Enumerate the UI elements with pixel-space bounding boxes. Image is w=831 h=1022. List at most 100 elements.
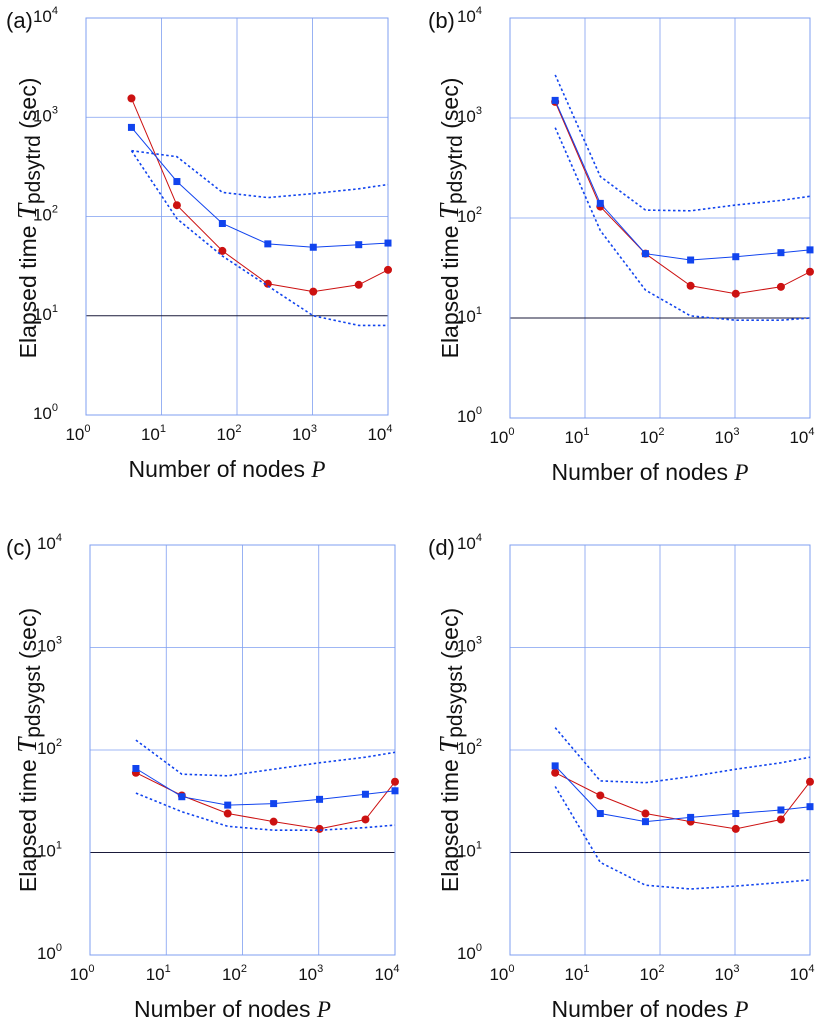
panel-a: 100 101 102 103 104 100 101 102 103 104 Number of … (6, 5, 393, 482)
series-line (131, 98, 389, 293)
data-point-circle (361, 815, 370, 824)
x-tick-label: 101 (141, 423, 166, 444)
data-point-circle (551, 768, 560, 777)
y-tick-label: 101 (457, 305, 482, 326)
data-point-circle (806, 267, 814, 276)
data-point-circle (384, 265, 392, 274)
x-tick-label: 103 (714, 963, 739, 984)
x-tick-label: 102 (222, 963, 247, 984)
data-point-square (551, 762, 559, 770)
y-tick-label: 104 (33, 5, 58, 26)
data-point-square (270, 800, 278, 808)
data-point-square (132, 764, 140, 772)
series-line-dotted (554, 74, 811, 212)
series-line-dotted (554, 727, 811, 784)
series-line-dotted (131, 149, 389, 199)
x-tick-label: 104 (367, 423, 392, 444)
y-tick-label: 100 (37, 942, 62, 963)
data-point-circle (354, 280, 363, 289)
series-line (554, 101, 811, 295)
data-point-square (732, 253, 740, 261)
data-point-circle (731, 289, 740, 298)
data-point-circle (218, 246, 227, 255)
x-tick-label: 100 (489, 426, 514, 447)
panel-c: 100 101 102 103 104 100 101 102 103 104 Number of … (6, 532, 400, 1022)
data-point-square (641, 818, 649, 826)
data-point-square (355, 241, 363, 249)
data-point-circle (776, 815, 785, 824)
series-line-dotted (130, 150, 388, 327)
x-tick-label: 100 (489, 963, 514, 984)
x-tick-label: 101 (146, 963, 171, 984)
data-point-circle (315, 824, 324, 833)
data-point-square (309, 243, 317, 251)
data-point-circle (391, 777, 399, 786)
x-tick-label: 104 (789, 963, 814, 984)
plot-frame (89, 544, 396, 956)
plot-frame (85, 17, 389, 416)
data-point-square (218, 220, 226, 228)
data-point-square (596, 810, 604, 818)
series-line (554, 100, 811, 261)
series-line-dotted (554, 127, 811, 322)
x-tick-label: 103 (714, 426, 739, 447)
panel-d: 100 101 102 103 104 100 101 102 103 104 Number of … (428, 532, 815, 1022)
x-tick-label: 101 (564, 426, 589, 447)
data-point-circle (776, 282, 785, 291)
panel-label: (b) (428, 8, 455, 33)
y-tick-label: 102 (457, 737, 482, 758)
y-axis-label: Elapsed time Tpdsytrd (sec) (434, 78, 466, 359)
x-tick-label: 103 (298, 963, 323, 984)
data-point-circle (641, 809, 650, 818)
data-point-square (224, 801, 232, 809)
data-point-circle (731, 824, 740, 833)
data-point-square (806, 803, 814, 811)
data-point-circle (686, 281, 695, 290)
y-tick-label: 104 (457, 532, 482, 553)
y-axis-label: Elapsed time Tpdsytrd (sec) (12, 78, 44, 359)
y-tick-label: 100 (457, 942, 482, 963)
data-point-circle (806, 777, 814, 786)
data-point-circle (172, 201, 181, 210)
y-tick-label: 103 (33, 104, 58, 125)
y-tick-label: 103 (457, 635, 482, 656)
data-point-square (384, 239, 392, 247)
x-tick-label: 101 (564, 963, 589, 984)
data-point-square (596, 199, 604, 207)
data-point-square (178, 793, 186, 801)
y-tick-label: 102 (37, 737, 62, 758)
series-line (131, 127, 389, 248)
data-point-square (264, 240, 272, 248)
series-line (554, 765, 811, 823)
y-tick-label: 102 (457, 205, 482, 226)
x-tick-label: 102 (639, 426, 664, 447)
y-tick-label: 102 (33, 204, 58, 225)
data-point-square (732, 810, 740, 818)
y-tick-label: 103 (457, 105, 482, 126)
y-tick-label: 101 (33, 303, 58, 324)
data-point-circle (127, 94, 136, 103)
data-point-square (641, 250, 649, 258)
y-tick-label: 100 (33, 402, 58, 423)
data-point-square (173, 178, 181, 186)
y-tick-label: 104 (457, 5, 482, 26)
x-tick-label: 102 (639, 963, 664, 984)
data-point-square (391, 787, 399, 795)
data-point-square (806, 246, 814, 254)
data-point-circle (263, 279, 272, 288)
x-tick-label: 100 (65, 423, 90, 444)
data-point-circle (596, 791, 605, 800)
x-tick-label: 100 (69, 963, 94, 984)
data-point-square (687, 813, 695, 821)
x-tick-label: 104 (374, 963, 399, 984)
x-tick-label: 102 (216, 423, 241, 444)
plot-frame (509, 17, 811, 419)
panel-b: 100 101 102 103 104 100 101 102 103 104 Number of … (428, 5, 815, 485)
x-axis-label: Number of nodes P (552, 996, 749, 1022)
data-point-circle (269, 817, 278, 826)
series-line-dotted (135, 792, 396, 832)
y-tick-label: 103 (37, 635, 62, 656)
x-axis-label: Number of nodes P (129, 456, 326, 482)
series-line-dotted (135, 739, 396, 777)
panel-label: (d) (428, 535, 455, 560)
